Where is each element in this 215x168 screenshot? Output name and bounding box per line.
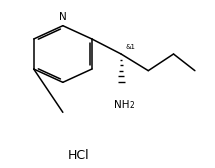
Text: &1: &1 bbox=[126, 44, 136, 50]
Text: NH: NH bbox=[114, 100, 130, 110]
Text: HCl: HCl bbox=[68, 149, 89, 162]
Text: N: N bbox=[59, 12, 67, 22]
Text: 2: 2 bbox=[129, 101, 134, 110]
